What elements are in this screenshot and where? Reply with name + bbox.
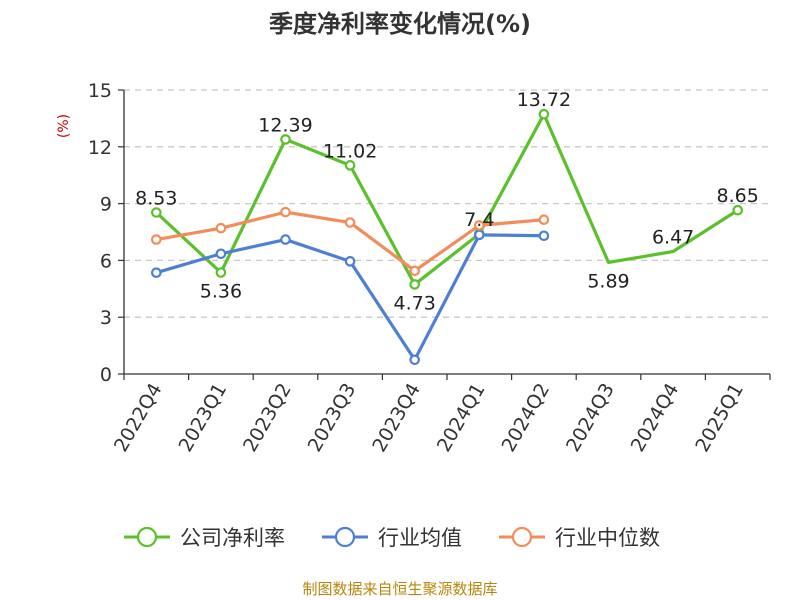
x-tick-label-2023Q3: 2023Q3: [304, 380, 361, 456]
x-tick-label-2024Q3: 2024Q3: [562, 380, 619, 456]
x-tick-label-2023Q4: 2023Q4: [368, 380, 425, 456]
series-0-line-0: [155, 112, 739, 287]
legend-marker-0: [136, 526, 158, 548]
data-label-2024Q2: 13.72: [517, 89, 571, 111]
data-label-2024Q1: 7.4: [464, 209, 494, 231]
y-tick-label-0: 0: [100, 364, 112, 386]
series-0-point-2023Q1: [215, 267, 227, 278]
data-label-2024Q3: 5.89: [587, 270, 629, 292]
x-tick-label-2024Q2: 2024Q2: [497, 380, 554, 456]
x-tick-label-2022Q4: 2022Q4: [110, 380, 167, 456]
series-1-point-2023Q1: [215, 248, 227, 260]
y-axis-ticks: 0 3 6 9 12 15: [88, 80, 124, 386]
data-label-2022Q4: 8.53: [135, 187, 177, 209]
legend-label-1: 行业均值: [378, 526, 462, 550]
series-2-point-2024Q2: [538, 214, 550, 225]
legend-label-2: 行业中位数: [555, 526, 660, 550]
x-tick-label-2023Q1: 2023Q1: [174, 380, 231, 456]
x-tick-label-2024Q1: 2024Q1: [433, 380, 490, 456]
y-tick-label-12: 12: [88, 137, 112, 159]
series-0-point-2023Q2: [280, 134, 291, 145]
series-2-point-2023Q1: [215, 222, 227, 234]
data-label-2023Q1: 5.36: [200, 281, 242, 303]
data-labels: 8.53 5.36 12.39 11.02 4.73 7.4 13.72 5.89 6.47 8.…: [135, 89, 759, 314]
legend-marker-2: [511, 526, 533, 548]
series-layer: [151, 108, 743, 366]
data-source-note: 制图数据来自恒生聚源数据库: [302, 580, 497, 598]
x-axis-ticks: 2022Q4 2023Q1 2023Q2 2023Q3 2023Q4 2024Q1 2024…: [110, 374, 771, 456]
series-0-point-2022Q4: [151, 207, 162, 218]
series-0-point-2023Q4: [409, 279, 420, 290]
legend-marker-1: [334, 526, 356, 548]
data-label-2024Q4: 6.47: [652, 227, 694, 249]
data-label-2023Q2: 12.39: [258, 114, 312, 136]
series-2-point-2023Q2: [280, 206, 291, 218]
legend-label-0: 公司净利率: [180, 526, 285, 550]
series-2-point-2024Q1: [473, 220, 485, 231]
y-axis-unit-label: (%): [56, 114, 72, 138]
y-tick-label-15: 15: [88, 80, 112, 102]
series-1-point-2024Q1: [473, 229, 485, 241]
series-1-point-2023Q4: [409, 354, 420, 366]
data-label-2023Q4: 4.73: [394, 292, 436, 314]
y-tick-label-3: 3: [100, 307, 112, 329]
x-tick-label-2025Q1: 2025Q1: [691, 380, 748, 456]
data-label-2023Q3: 11.02: [323, 140, 377, 162]
series-0-point-2023Q3: [344, 160, 356, 171]
chart-title: 季度净利率变化情况(%): [269, 10, 531, 38]
x-tick-label-2024Q4: 2024Q4: [627, 380, 684, 456]
series-0-point-2025Q1: [732, 204, 743, 216]
series-1-point-2024Q2: [538, 230, 550, 242]
data-label-2025Q1: 8.65: [717, 185, 759, 207]
series-1-point-2022Q4: [151, 267, 162, 279]
y-tick-label-9: 9: [100, 194, 112, 216]
x-tick-label-2023Q2: 2023Q2: [239, 380, 296, 456]
legend: 公司净利率 行业均值 行业中位数: [124, 526, 660, 550]
series-2-point-2022Q4: [151, 234, 162, 245]
series-1-point-2023Q2: [280, 234, 291, 245]
series-2-point-2023Q3: [344, 217, 356, 228]
series-1-point-2023Q3: [344, 256, 356, 267]
series-2-point-2023Q4: [409, 265, 420, 277]
series-0-point-2024Q2: [538, 108, 550, 120]
y-tick-label-6: 6: [100, 250, 112, 272]
